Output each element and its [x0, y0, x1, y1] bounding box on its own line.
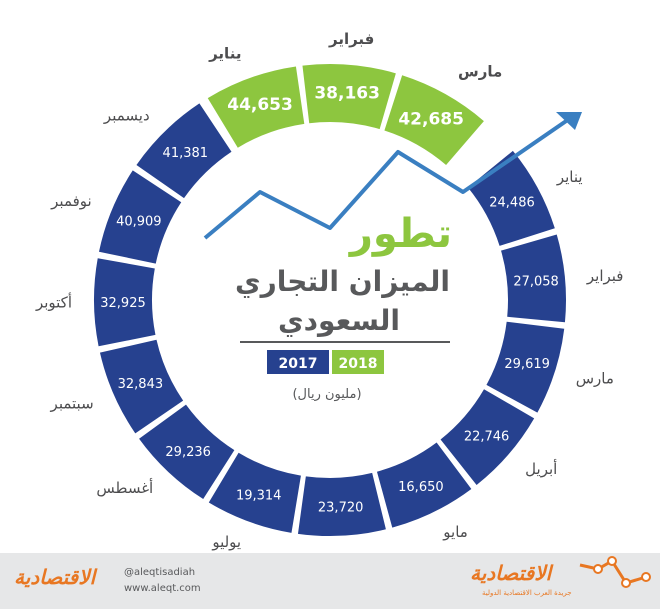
legend-2017-label: 2017: [279, 356, 318, 372]
segment-2017-5: [297, 472, 386, 536]
segment-2018-2: [384, 75, 484, 166]
segment-2017-3: [440, 389, 535, 485]
value-label-2017-9: 32,925: [100, 296, 146, 311]
trend-arrow-head: [556, 112, 582, 130]
month-label-2017-0: يناير: [556, 168, 583, 186]
month-label-2017-10: نوفمبر: [50, 192, 92, 210]
value-label-2017-5: 23,720: [318, 501, 364, 516]
segment-2018-1: [302, 63, 396, 130]
value-label-2017-1: 27,058: [513, 275, 559, 290]
segment-2017-2: [486, 321, 565, 413]
month-label-2018-2: مارس: [458, 62, 502, 80]
legend-2018-swatch: [332, 350, 384, 374]
legend-2017-swatch: [267, 350, 329, 374]
value-label-2017-3: 22,746: [464, 429, 510, 444]
footer-brand-left: الاقتصادية: [14, 565, 96, 589]
segment-2017-10: [98, 170, 182, 264]
segment-2017-8: [99, 339, 184, 434]
footer-handle: @aleqtisadiah: [124, 567, 196, 578]
footer-brand-right: الاقتصادية: [470, 561, 552, 585]
value-label-2017-0: 24,486: [489, 195, 535, 210]
value-label-2017-4: 16,650: [398, 480, 444, 495]
month-label-2017-6: يوليو: [211, 533, 241, 551]
radial-trade-balance-chart: 24,486 يناير 27,058 فبراير 29,619 مارس 22,746 أ…: [35, 30, 624, 553]
month-label-2017-11: ديسمبر: [103, 107, 150, 125]
value-label-2018-0: 44,653: [227, 95, 293, 115]
title-line-1: تطور: [348, 211, 452, 257]
month-label-2017-3: أبريل: [525, 459, 557, 478]
month-label-2017-1: فبراير: [586, 267, 624, 285]
month-label-2017-5: يونيو: [328, 549, 357, 553]
segment-2017-9: [93, 258, 156, 347]
month-label-2017-4: مايو: [442, 523, 468, 541]
title-line-2: الميزان التجاري: [235, 265, 450, 298]
segment-2017-1: [501, 234, 567, 323]
month-label-2018-1: فبراير: [328, 30, 374, 48]
value-label-2018-1: 38,163: [314, 84, 380, 104]
title-line-3: السعودي: [278, 304, 400, 337]
legend-2018-label: 2018: [339, 356, 378, 372]
footer-website: www.aleqt.com: [124, 583, 201, 594]
month-label-2017-9: أكتوبر: [35, 292, 72, 311]
month-label-2017-2: مارس: [576, 370, 614, 388]
footer-bar: الاقتصادية @aleqtisadiah www.aleqt.com ا…: [0, 553, 660, 609]
month-label-2018-0: يناير: [208, 44, 241, 62]
month-label-2017-8: سبتمبر: [50, 394, 94, 412]
segment-2017-4: [376, 442, 472, 528]
month-label-2017-7: أغسطس: [96, 478, 153, 497]
segment-2018-0: [207, 66, 305, 148]
value-label-2018-2: 42,685: [398, 109, 464, 129]
value-label-2017-2: 29,619: [504, 357, 550, 372]
trend-arrow-line: [203, 115, 574, 240]
segment-2017-7: [139, 404, 235, 500]
labels-layer: 24,486 يناير 27,058 فبراير 29,619 مارس 22,746 أ…: [35, 30, 624, 553]
segments-layer: [93, 63, 567, 536]
value-label-2017-10: 40,909: [116, 215, 162, 230]
unit-label: (مليون ريال): [292, 387, 361, 402]
footer-line-icon: [579, 556, 651, 588]
value-label-2017-7: 29,236: [165, 445, 211, 460]
value-label-2017-6: 19,314: [236, 488, 282, 503]
footer-tagline: جريدة العرب الاقتصادية الدولية: [482, 589, 572, 597]
segment-2017-11: [136, 103, 232, 199]
value-label-2017-8: 32,843: [118, 377, 164, 392]
value-label-2017-11: 41,381: [163, 146, 209, 161]
segment-2017-6: [208, 452, 301, 533]
